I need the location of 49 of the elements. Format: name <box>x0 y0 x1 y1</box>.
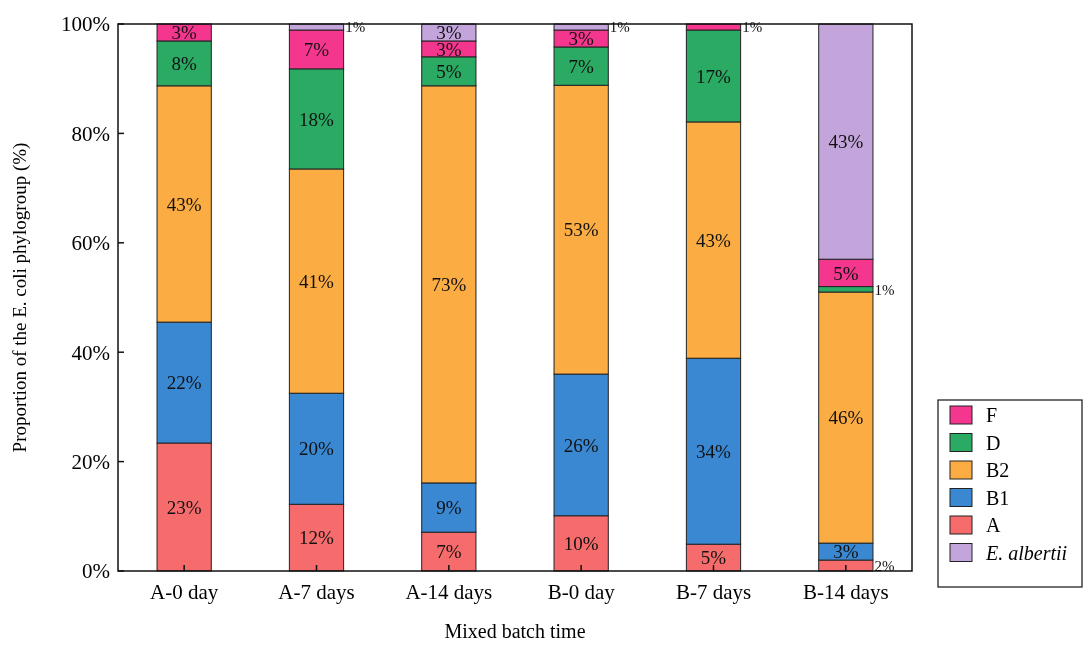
data-label: 1% <box>874 281 895 298</box>
data-label: 5% <box>436 60 462 82</box>
y-axis-title: Proportion of the E. coli phylogroup (%) <box>9 142 31 453</box>
data-label: 18% <box>299 108 335 130</box>
data-label: 43% <box>696 229 732 251</box>
data-label: 3% <box>833 541 859 563</box>
data-label: 7% <box>303 39 330 61</box>
y-tick-label: 0% <box>82 559 110 584</box>
x-tick-label: A-0 day <box>150 580 219 604</box>
data-label: 53% <box>563 219 599 241</box>
data-label: 12% <box>299 527 335 549</box>
x-tick-label: B-7 days <box>675 580 752 604</box>
y-tick-label: 100% <box>61 12 110 37</box>
legend-label: F <box>986 404 998 426</box>
x-tick-label: B-0 day <box>547 580 616 604</box>
x-axis-title: Mixed batch time <box>444 620 586 642</box>
data-label: 73% <box>431 274 467 296</box>
data-label: 34% <box>696 440 732 462</box>
data-label: 41% <box>299 270 335 292</box>
data-label: 3% <box>171 22 197 44</box>
y-tick-label: 40% <box>71 340 110 365</box>
data-label: 26% <box>563 434 599 456</box>
data-label: 20% <box>299 438 335 460</box>
data-label: 17% <box>696 65 732 87</box>
x-tick-label: A-7 days <box>278 580 355 604</box>
y-tick-label: 60% <box>71 231 110 256</box>
data-label: 9% <box>436 497 462 519</box>
y-tick-label: 20% <box>71 449 110 474</box>
x-tick-label: A-14 days <box>405 580 493 604</box>
data-label: 46% <box>828 407 864 429</box>
data-label: 23% <box>166 496 202 518</box>
data-label: 43% <box>166 193 202 215</box>
data-label: 7% <box>436 541 462 563</box>
data-label: 22% <box>166 372 202 394</box>
data-label: 5% <box>700 547 727 569</box>
legend-label: B2 <box>986 459 1010 481</box>
legend-label: A <box>986 514 1001 536</box>
y-tick-label: 80% <box>71 121 110 146</box>
data-label: 3% <box>568 28 594 50</box>
data-label: 8% <box>171 53 197 75</box>
data-label: 2% <box>874 557 895 574</box>
data-label: 7% <box>568 55 594 77</box>
data-label: 43% <box>828 131 864 153</box>
legend-label: D <box>986 431 1001 454</box>
legend-label: E. albertii <box>985 541 1068 564</box>
legend-label: B1 <box>986 486 1010 509</box>
data-label: 5% <box>833 262 859 284</box>
x-tick-label: B-14 days <box>802 580 889 604</box>
data-label: 10% <box>563 533 599 555</box>
